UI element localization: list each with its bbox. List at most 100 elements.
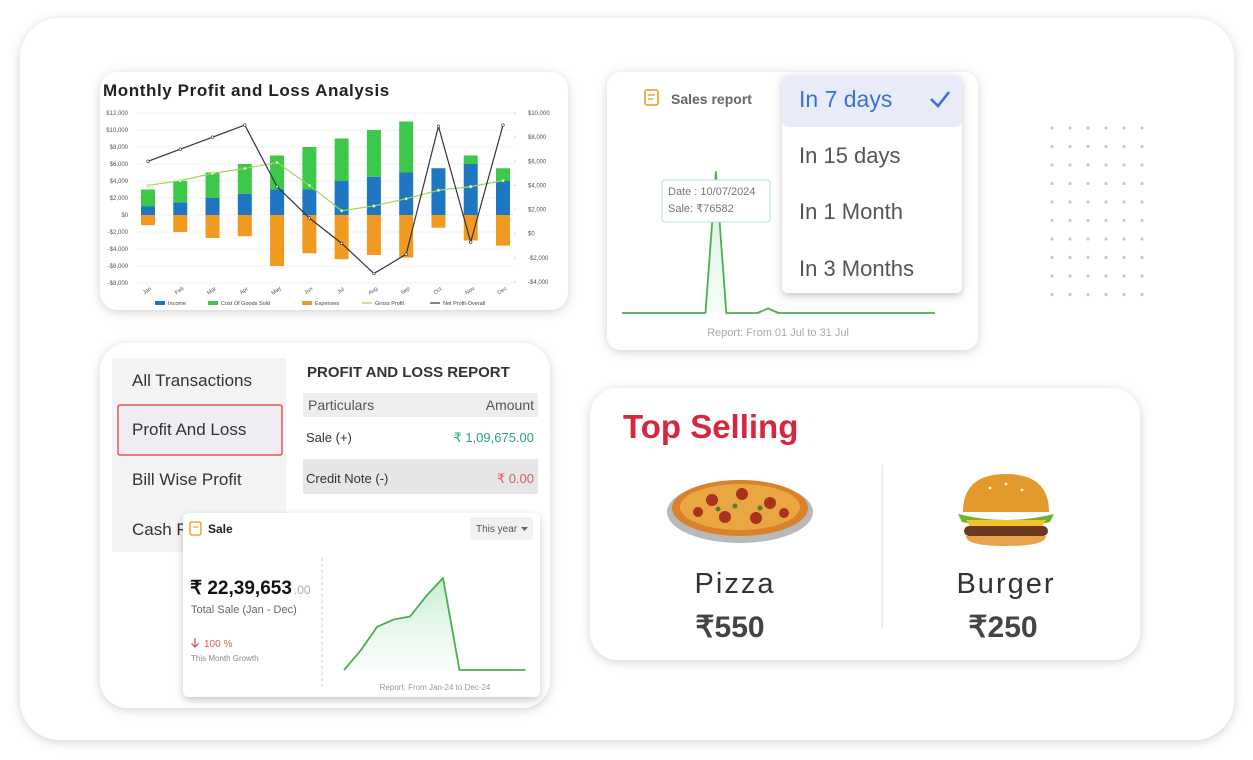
dot bbox=[1050, 181, 1054, 186]
point bbox=[275, 160, 279, 165]
legend-label: Gross Profit bbox=[375, 301, 405, 307]
point bbox=[436, 124, 441, 128]
period-label[interactable]: This year bbox=[476, 524, 518, 535]
sales-chart bbox=[622, 171, 935, 314]
line bbox=[343, 577, 526, 671]
table-cell: ₹ 1,09,675.00 bbox=[453, 430, 534, 445]
point bbox=[469, 185, 473, 189]
option[interactable]: In 3 Months bbox=[799, 256, 914, 281]
dot bbox=[1104, 274, 1108, 278]
option[interactable]: In 7 days bbox=[799, 86, 892, 112]
bar bbox=[270, 215, 285, 266]
sale-total: ₹ 22,39,653 bbox=[190, 578, 292, 599]
dot bbox=[1086, 255, 1090, 260]
bar bbox=[205, 172, 220, 198]
bar bbox=[334, 215, 349, 260]
sale-icon bbox=[189, 521, 202, 536]
dot bbox=[1122, 274, 1126, 278]
pizza-image bbox=[667, 480, 813, 543]
dot bbox=[1140, 200, 1144, 204]
check-icon bbox=[930, 91, 951, 108]
point bbox=[243, 166, 247, 171]
y-tick-label: $12,000 bbox=[106, 111, 128, 117]
bar bbox=[237, 215, 252, 237]
dot bbox=[1104, 181, 1108, 186]
pl-chart: $12,000 $10,000 $8,000 $6,000 $4,000 $2,000 $0… bbox=[106, 111, 550, 307]
point bbox=[275, 185, 279, 189]
bar bbox=[366, 176, 381, 215]
menu-active[interactable] bbox=[117, 404, 283, 456]
line bbox=[147, 123, 504, 275]
point bbox=[178, 179, 182, 183]
pl-chart-card bbox=[100, 72, 568, 310]
table-cell: Credit Note (-) bbox=[306, 471, 388, 486]
point bbox=[340, 209, 344, 213]
option[interactable]: In 15 days bbox=[799, 143, 901, 168]
bar bbox=[496, 181, 510, 215]
dot bbox=[1104, 200, 1108, 204]
dot bbox=[1068, 218, 1072, 223]
growth: 100 % bbox=[204, 639, 232, 650]
item-name: Burger bbox=[956, 568, 1055, 600]
sale-title: Sale bbox=[208, 522, 233, 536]
tooltip-date: Date : 10/07/2024 bbox=[668, 186, 755, 198]
dot bbox=[1050, 126, 1054, 130]
dot bbox=[1086, 163, 1090, 167]
x-tick-label: Nov bbox=[464, 286, 476, 297]
dot bbox=[1086, 144, 1090, 149]
dropdown[interactable] bbox=[782, 75, 962, 293]
y-tick-label: -$2,000 bbox=[108, 230, 129, 236]
dot bbox=[1122, 255, 1126, 260]
dot bbox=[1086, 218, 1090, 223]
period-select[interactable] bbox=[470, 517, 533, 540]
dot bbox=[1104, 144, 1108, 149]
option[interactable]: In 1 Month bbox=[799, 199, 903, 224]
bar bbox=[302, 189, 317, 215]
y2-tick-label: -$2,000 bbox=[528, 256, 549, 262]
bar bbox=[237, 193, 252, 215]
point bbox=[243, 123, 247, 127]
legend-swatch bbox=[208, 301, 218, 305]
point bbox=[307, 183, 311, 188]
legend-label: Income bbox=[168, 301, 186, 307]
dot bbox=[1140, 274, 1144, 278]
bar bbox=[334, 138, 349, 181]
menu-item[interactable]: Bill Wise Profit bbox=[132, 470, 242, 489]
dot bbox=[1122, 237, 1126, 241]
x-tick-label: Apr bbox=[239, 286, 250, 296]
dot bbox=[1122, 126, 1126, 130]
menu-item[interactable]: Profit And Loss bbox=[132, 420, 246, 439]
dot bbox=[1140, 218, 1144, 223]
y-tick-label: -$4,000 bbox=[108, 247, 129, 253]
item-price: ₹550 bbox=[695, 611, 764, 644]
menu-item[interactable]: All Transactions bbox=[132, 371, 252, 390]
dot bbox=[1140, 163, 1144, 167]
down-arrow bbox=[191, 638, 199, 648]
bar bbox=[141, 206, 155, 215]
sale-chart bbox=[343, 577, 526, 671]
x-tick-label: Jul bbox=[336, 287, 345, 296]
x-tick-label: Jun bbox=[303, 286, 314, 296]
dot bbox=[1050, 163, 1054, 167]
line bbox=[622, 171, 935, 314]
dot bbox=[1068, 255, 1072, 260]
y-tick-label: $10,000 bbox=[106, 128, 128, 134]
point bbox=[178, 147, 182, 151]
legend-swatch bbox=[302, 301, 312, 305]
y2-tick-label: $8,000 bbox=[528, 135, 547, 141]
bar bbox=[302, 215, 317, 254]
sale-total-decimals: .00 bbox=[294, 583, 311, 597]
y2-tick-label: $4,000 bbox=[528, 183, 547, 189]
y2-tick-label: -$4,000 bbox=[528, 280, 549, 286]
dot bbox=[1068, 163, 1072, 167]
item-name: Pizza bbox=[695, 568, 776, 600]
point bbox=[146, 183, 150, 188]
report-footer: Report: From 01 Jul to 31 Jul bbox=[707, 327, 849, 339]
top-selling-title: Top Selling bbox=[623, 408, 798, 445]
y-tick-label: $8,000 bbox=[110, 145, 129, 151]
x-tick-label: Sep bbox=[400, 286, 411, 297]
point bbox=[436, 188, 441, 192]
dot bbox=[1122, 163, 1126, 167]
x-tick-label: Mar bbox=[206, 286, 217, 296]
